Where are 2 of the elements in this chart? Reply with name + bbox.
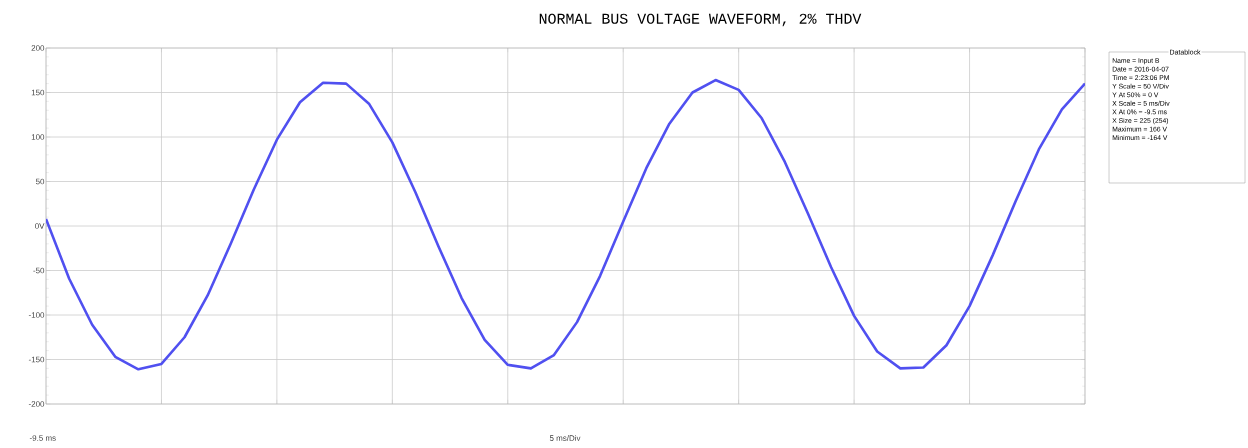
line-series bbox=[46, 78, 1085, 371]
chart-title: NORMAL BUS VOLTAGE WAVEFORM, 2% THDV bbox=[539, 13, 862, 27]
